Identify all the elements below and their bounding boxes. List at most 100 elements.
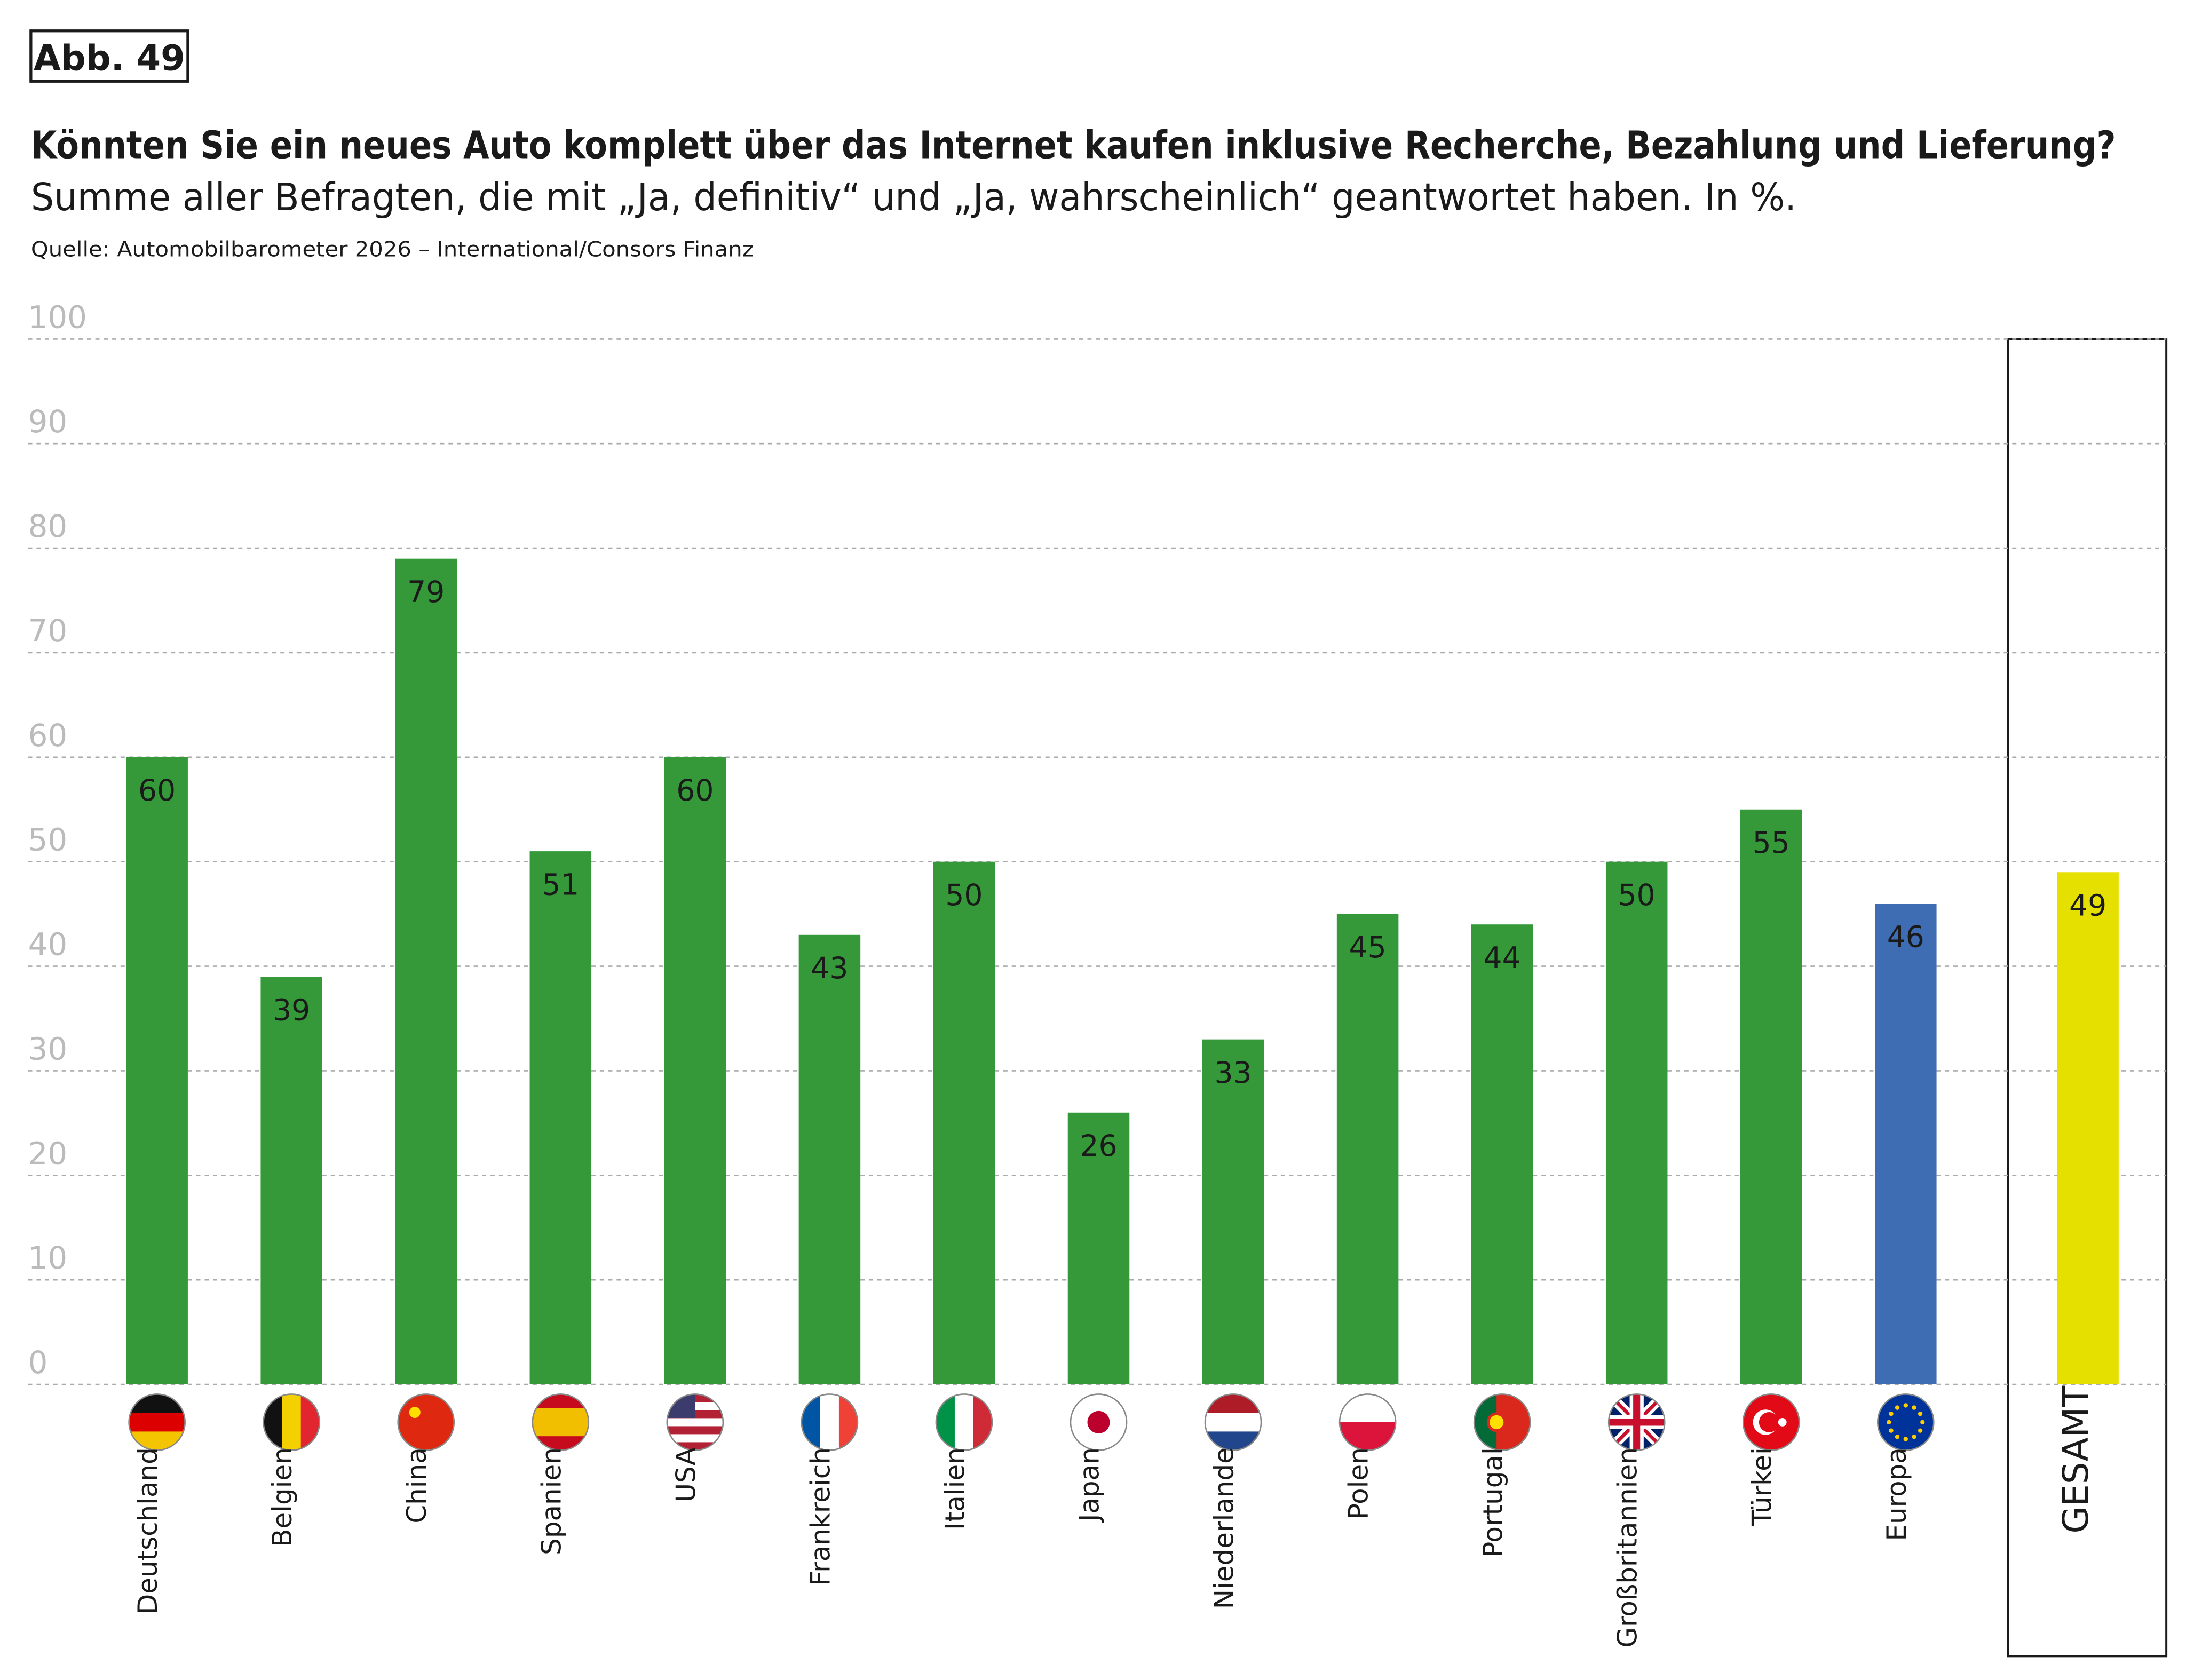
flag-stripe <box>1205 1413 1262 1432</box>
flag-star <box>409 1407 421 1419</box>
bar <box>1336 914 1399 1385</box>
value-label: 33 <box>1214 1056 1252 1090</box>
value-label: 55 <box>1753 826 1790 860</box>
x-tick-label: Belgien <box>267 1447 298 1547</box>
x-tick-label: Polen <box>1343 1447 1374 1519</box>
flag-stripe <box>667 1426 723 1435</box>
x-tick-label: Spanien <box>536 1447 567 1555</box>
x-tick-label: Japan <box>1074 1447 1105 1523</box>
value-label: 44 <box>1484 941 1521 976</box>
bar <box>798 934 861 1385</box>
bar <box>1202 1039 1264 1385</box>
flag-emblem <box>1486 1412 1507 1432</box>
flag <box>1609 1394 1665 1451</box>
flag-stripe <box>667 1434 723 1443</box>
flag-outline <box>1473 1393 1531 1451</box>
flag-dot <box>1087 1410 1110 1433</box>
flag-outline <box>1204 1393 1262 1451</box>
flag <box>1878 1394 1934 1451</box>
x-tick-label: Europa <box>1881 1447 1912 1541</box>
value-label: 51 <box>542 868 579 902</box>
flag-star <box>1912 1434 1916 1439</box>
bar <box>395 558 457 1385</box>
y-tick-label: 0 <box>28 1344 48 1381</box>
value-label: 50 <box>1618 878 1656 913</box>
y-tick-label: 20 <box>28 1135 68 1171</box>
bar <box>1067 1112 1130 1385</box>
flag-star <box>1903 1403 1908 1408</box>
flag-stripe <box>1519 1394 1531 1451</box>
value-label: 43 <box>811 952 848 986</box>
flag-outline <box>1338 1393 1397 1451</box>
y-tick-label: 100 <box>28 299 87 335</box>
flag-star <box>1912 1405 1916 1410</box>
flag <box>1474 1394 1531 1451</box>
flag-stripe <box>129 1413 185 1432</box>
flag-stripe <box>129 1394 185 1414</box>
flag-outline <box>1876 1393 1935 1451</box>
value-label: 49 <box>2069 889 2106 923</box>
bar <box>933 861 995 1385</box>
flag-stripe <box>801 1394 821 1451</box>
x-tick-label: USA <box>670 1447 701 1502</box>
bar <box>1471 924 1533 1385</box>
flag-star <box>1895 1405 1900 1410</box>
flag-stripe <box>1205 1394 1262 1414</box>
figure-label-box <box>29 29 189 83</box>
value-label: 46 <box>1887 920 1924 954</box>
flag-outline <box>1070 1393 1128 1451</box>
value-label: 45 <box>1349 931 1387 965</box>
flag <box>1743 1394 1800 1451</box>
flag-outline <box>397 1393 455 1451</box>
flag-outline <box>935 1393 993 1451</box>
source: Quelle: Automobilbarometer 2026 – Intern… <box>31 237 754 261</box>
bar <box>260 977 322 1385</box>
y-tick-label: 80 <box>28 508 68 544</box>
flag-stripe <box>1340 1422 1396 1451</box>
bar <box>664 757 726 1385</box>
flag-cross <box>1609 1394 1665 1451</box>
y-tick-label: 70 <box>28 613 68 649</box>
figure-label: Abb. 49 <box>34 38 185 78</box>
flag-star <box>1889 1411 1894 1416</box>
flag-stripe <box>1340 1394 1396 1423</box>
flag-outline <box>1742 1393 1800 1451</box>
y-tick-label: 90 <box>28 403 68 440</box>
flag-star <box>1889 1428 1894 1433</box>
flag <box>263 1394 320 1451</box>
flag-star <box>1918 1411 1923 1416</box>
flag-stripe <box>532 1422 589 1437</box>
y-tick-label: 50 <box>28 822 68 858</box>
value-label: 79 <box>407 575 445 609</box>
bar <box>1740 809 1802 1385</box>
flag-stripe <box>954 1394 975 1451</box>
flag-stripe <box>398 1394 454 1451</box>
value-label: 50 <box>945 878 983 913</box>
flag-stripe <box>263 1394 283 1451</box>
y-tick-label: 30 <box>28 1031 68 1067</box>
total-label: GESAMT <box>2056 1385 2096 1534</box>
flag-outline <box>666 1393 724 1451</box>
x-tick-label: China <box>401 1447 432 1523</box>
value-label: 60 <box>138 774 176 808</box>
flag-stripe <box>532 1408 589 1423</box>
flag <box>801 1394 858 1451</box>
bar <box>1875 904 1937 1385</box>
y-tick-label: 40 <box>28 926 68 963</box>
flag-outline <box>532 1393 590 1451</box>
flag-outline <box>128 1393 186 1451</box>
flag-stripe <box>667 1418 723 1427</box>
x-tick-label: Frankreich <box>805 1447 836 1586</box>
chart-title: Könnten Sie ein neues Auto komplett über… <box>31 123 2116 168</box>
flag <box>1070 1394 1127 1451</box>
x-tick-label: Türkei <box>1747 1447 1778 1526</box>
flag-outline <box>1607 1393 1666 1451</box>
flag-outline <box>263 1393 321 1451</box>
flag-star <box>1778 1418 1787 1427</box>
flag-outline <box>801 1393 859 1451</box>
flag-stripe <box>1508 1394 1520 1451</box>
flag-stripe <box>282 1394 302 1451</box>
flag-stripe <box>820 1394 840 1451</box>
flag-stripe <box>1474 1394 1486 1451</box>
